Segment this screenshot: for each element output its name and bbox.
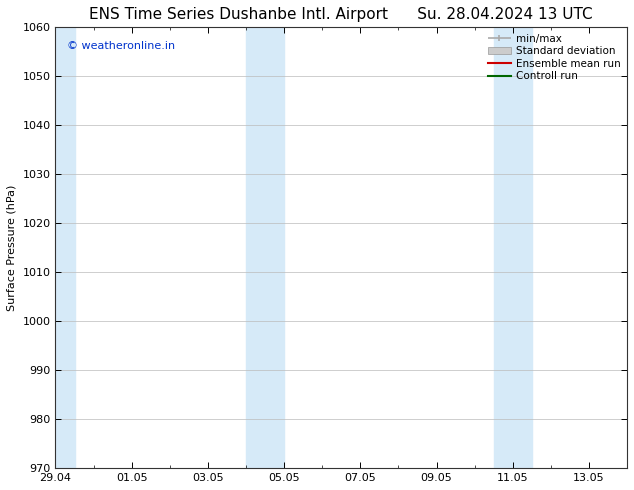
Title: ENS Time Series Dushanbe Intl. Airport      Su. 28.04.2024 13 UTC: ENS Time Series Dushanbe Intl. Airport S… [89, 7, 593, 22]
Text: © weatheronline.in: © weatheronline.in [67, 41, 175, 50]
Bar [56, 27, 75, 468]
Bar [513, 27, 532, 468]
Bar [265, 27, 284, 468]
Bar [494, 27, 513, 468]
Y-axis label: Surface Pressure (hPa): Surface Pressure (hPa) [7, 185, 17, 311]
Legend: min/max, Standard deviation, Ensemble mean run, Controll run: min/max, Standard deviation, Ensemble me… [485, 30, 624, 84]
Bar [246, 27, 265, 468]
